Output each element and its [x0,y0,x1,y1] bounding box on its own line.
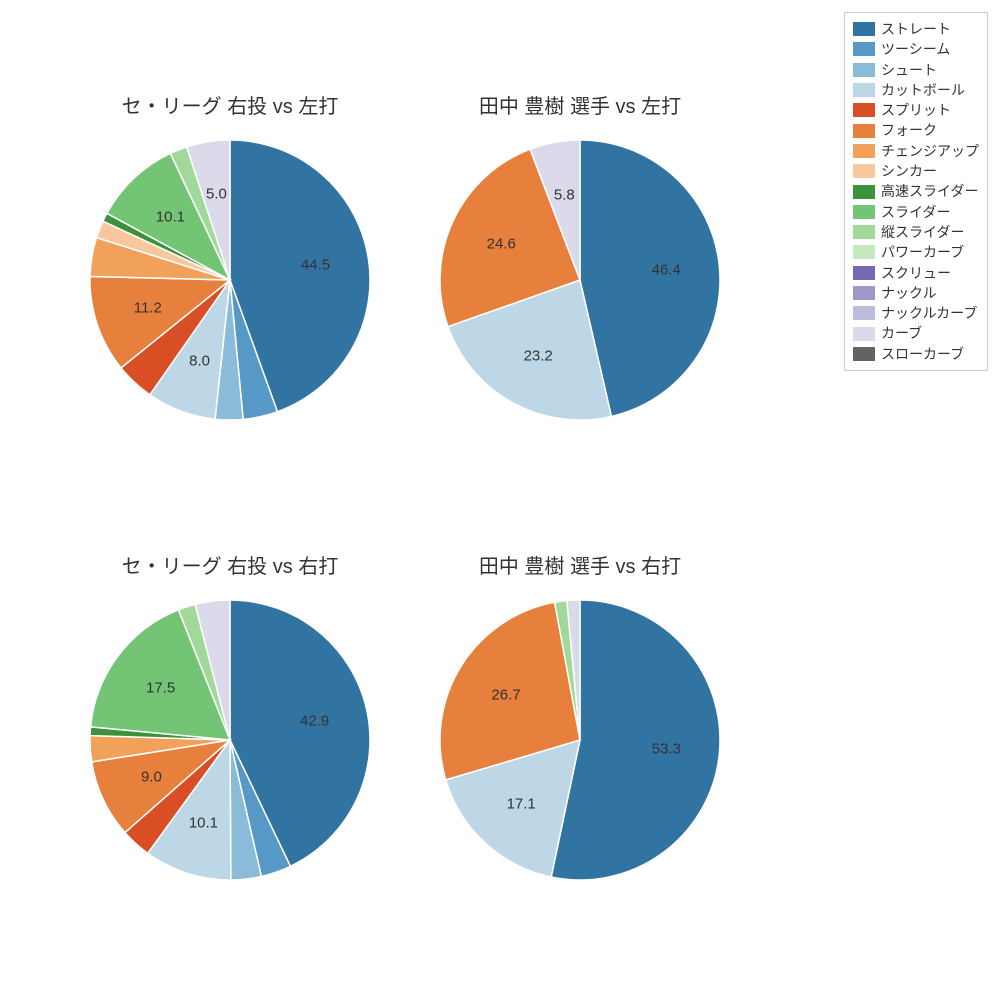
legend-label: ツーシーム [881,39,950,59]
chart-panel: 田中 豊樹 選手 vs 左打 46.423.224.65.8 [420,80,740,480]
legend-item: 縦スライダー [853,222,979,242]
legend-item: カットボール [853,80,979,100]
legend-swatch [853,245,875,259]
legend-swatch [853,22,875,36]
legend-swatch [853,205,875,219]
legend-swatch [853,164,875,178]
chart-panel: セ・リーグ 右投 vs 左打 44.58.011.210.15.0 [70,80,390,480]
legend-item: シュート [853,60,979,80]
legend-item: スクリュー [853,263,979,283]
chart-panel: 田中 豊樹 選手 vs 右打 53.317.126.7 [420,540,740,940]
legend-item: ナックルカーブ [853,303,979,323]
legend: ストレートツーシームシュートカットボールスプリットフォークチェンジアップシンカー… [844,12,988,371]
legend-swatch [853,124,875,138]
legend-item: 高速スライダー [853,181,979,201]
legend-swatch [853,63,875,77]
legend-item: シンカー [853,161,979,181]
legend-item: スローカーブ [853,344,979,364]
pie-chart [90,600,370,880]
pie-wrap: 42.910.19.017.5 [90,600,370,880]
figure-container: ストレートツーシームシュートカットボールスプリットフォークチェンジアップシンカー… [0,0,1000,1000]
legend-label: フォーク [881,120,937,140]
legend-swatch [853,286,875,300]
legend-item: カーブ [853,323,979,343]
legend-swatch [853,83,875,97]
chart-panel: セ・リーグ 右投 vs 右打 42.910.19.017.5 [70,540,390,940]
legend-swatch [853,103,875,117]
legend-label: カットボール [881,80,965,100]
legend-item: ナックル [853,283,979,303]
legend-label: チェンジアップ [881,141,979,161]
legend-label: ストレート [881,19,951,39]
legend-label: ナックル [881,283,937,303]
legend-label: カーブ [881,323,922,343]
legend-label: シュート [881,60,937,80]
legend-label: シンカー [881,161,937,181]
chart-title: 田中 豊樹 選手 vs 左打 [420,90,740,120]
legend-label: パワーカーブ [881,242,964,262]
legend-swatch [853,144,875,158]
pie-chart [90,140,370,420]
legend-swatch [853,306,875,320]
legend-swatch [853,225,875,239]
pie-chart [440,600,720,880]
chart-title: 田中 豊樹 選手 vs 右打 [420,550,740,580]
legend-label: スプリット [881,100,951,120]
legend-swatch [853,266,875,280]
chart-title: セ・リーグ 右投 vs 左打 [70,90,390,120]
legend-item: ストレート [853,19,979,39]
pie-chart [440,140,720,420]
legend-item: パワーカーブ [853,242,979,262]
pie-wrap: 46.423.224.65.8 [440,140,720,420]
legend-item: フォーク [853,120,979,140]
legend-label: ナックルカーブ [881,303,977,323]
legend-label: スローカーブ [881,344,964,364]
legend-label: 縦スライダー [881,222,964,242]
pie-wrap: 53.317.126.7 [440,600,720,880]
legend-swatch [853,42,875,56]
legend-label: 高速スライダー [881,181,978,201]
legend-swatch [853,327,875,341]
legend-swatch [853,185,875,199]
legend-item: スライダー [853,202,979,222]
pie-wrap: 44.58.011.210.15.0 [90,140,370,420]
legend-label: スライダー [881,202,950,222]
legend-swatch [853,347,875,361]
legend-label: スクリュー [881,263,951,283]
chart-title: セ・リーグ 右投 vs 右打 [70,550,390,580]
legend-item: チェンジアップ [853,141,979,161]
legend-item: ツーシーム [853,39,979,59]
legend-item: スプリット [853,100,979,120]
